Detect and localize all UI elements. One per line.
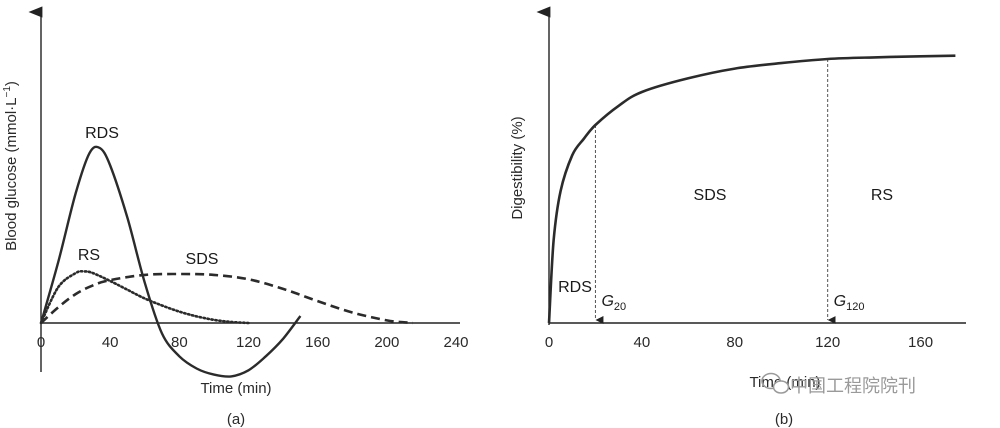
chart-a-annotation-rs: RS [78,247,100,264]
chart-b-series-digestibility [547,54,956,324]
chart-b-x-tick-label: 0 [545,334,553,351]
chart-a-x-tick-label: 120 [236,334,261,351]
chart-a-series-sds [40,272,413,325]
chart-b-y-axis-label: Digestibility (%) [509,116,526,219]
chart-a: 0 40 80 120 160 200 240 Time (min) Blood gluco… [2,6,469,428]
chart-a-x-tick-label: 200 [374,334,399,351]
chart-a-x-tick-label: 0 [37,334,45,351]
chart-b-x-tick-label: 40 [634,334,651,351]
chart-a-annotation-sds: SDS [186,251,219,268]
wechat-icon [761,372,790,394]
chart-b: 0 40 80 120 160 G20 G120 RDS SDS RS Time (min… [509,6,966,428]
chart-b-x-tick-label: 120 [815,334,840,351]
chart-b-panel-label: (b) [775,411,793,428]
chart-a-series-rs [39,269,250,325]
chart-a-x-tick-label: 240 [443,334,468,351]
watermark: 中国工程院院刊 [761,372,916,397]
chart-a-x-tick-label: 40 [102,334,119,351]
chart-b-region-sds: SDS [694,187,727,204]
chart-a-x-axis-label: Time (min) [200,380,271,397]
chart-b-x-tick-label: 160 [908,334,933,351]
chart-a-x-tick-label: 160 [305,334,330,351]
chart-a-y-axis-label: Blood glucose (mmol·L−1) [2,81,20,251]
chart-b-region-rs: RS [871,187,893,204]
chart-a-panel-label: (a) [227,411,245,428]
chart-b-marker-label: G20 [601,293,626,313]
chart-a-annotation-rds: RDS [85,125,119,142]
chart-b-x-tick-label: 80 [726,334,743,351]
chart-a-x-tick-label: 80 [171,334,188,351]
chart-b-marker-label: G120 [834,293,865,313]
watermark-text: 中国工程院院刊 [790,376,916,397]
chart-b-region-rds: RDS [558,279,592,296]
chart-a-series-rds [39,145,302,378]
